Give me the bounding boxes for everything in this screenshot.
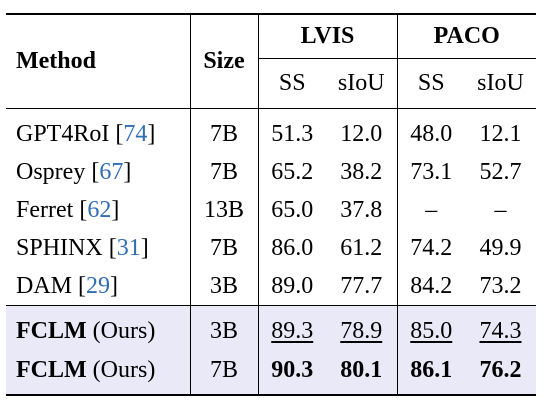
- value-cell: 51.3: [271, 120, 314, 147]
- results-table: Method Size LVIS PACO SS sIoU SS sIoU GPT4RoI …: [6, 13, 536, 396]
- citation: ]: [123, 158, 132, 185]
- method-name: Ferret: [16, 196, 74, 223]
- citation: [: [115, 120, 124, 147]
- value-cell: 89.3: [258, 306, 326, 352]
- citation: ]: [111, 196, 120, 223]
- header-column: sIoU: [326, 58, 398, 109]
- value-cell: 76.2: [465, 351, 536, 395]
- value-cell: 78.9: [326, 305, 398, 351]
- ours-row: FCLM (Ours) 3B 89.3 78.9 85.0 74.3: [6, 305, 536, 352]
- table-header: Method Size LVIS PACO SS sIoU SS sIoU: [6, 13, 536, 109]
- value: 74.3: [479, 318, 522, 344]
- citation: 29: [86, 272, 111, 299]
- method-name: DAM: [16, 272, 73, 299]
- citation: ]: [147, 120, 156, 147]
- ours-rows: FCLM (Ours) 3B 89.3 78.9 85.0 74.3 FCLM (Ours)…: [6, 305, 536, 395]
- value-cell: 86.1: [397, 351, 465, 395]
- method-cell: SPHINX [31]: [6, 229, 191, 267]
- citation: 74: [123, 120, 148, 147]
- method-cell: FCLM (Ours): [6, 351, 191, 395]
- method-cell: Osprey [67]: [6, 153, 191, 191]
- value-cell: 12.0: [326, 108, 398, 153]
- citation: 67: [99, 158, 124, 185]
- header-size: Size: [190, 13, 259, 109]
- size-cell: 7B: [190, 351, 259, 395]
- header-column: SS: [397, 58, 465, 109]
- value-cell: 84.2: [410, 272, 453, 299]
- citation: ]: [140, 234, 149, 261]
- header-column: SS: [258, 58, 326, 109]
- table-row: Ferret [62] 13B 65.0 37.8– –: [6, 191, 536, 229]
- value-cell: 12.1: [479, 120, 522, 147]
- baseline-rows: GPT4RoI [74] 7B 51.3 12.0 48.0 12.1 Osprey [67…: [6, 108, 536, 306]
- size-cell: 7B: [190, 229, 259, 267]
- value-cell: 77.7: [326, 267, 398, 306]
- method-cell: FCLM (Ours): [6, 305, 191, 351]
- size-cell: 7B: [190, 108, 259, 153]
- table-row: SPHINX [31] 7B 86.0 61.2 74.2 49.9: [6, 229, 536, 267]
- value-cell: 74.2: [410, 234, 453, 261]
- value-cell: 52.7: [479, 158, 522, 185]
- citation: [: [108, 234, 117, 261]
- value-cell: 89.0: [271, 272, 314, 299]
- value-cell: 73.1: [410, 158, 453, 185]
- value: 76.2: [479, 357, 522, 383]
- citation: [: [79, 196, 88, 223]
- citation: ]: [110, 272, 119, 299]
- citation: [: [78, 272, 87, 299]
- value-cell: 61.2: [326, 229, 398, 267]
- size-cell: 13B: [190, 191, 259, 229]
- value: 86.1: [410, 357, 453, 383]
- citation: 62: [87, 196, 112, 223]
- citation: [: [91, 158, 100, 185]
- value-cell: 90.3: [258, 351, 326, 395]
- header-method: Method: [6, 13, 191, 109]
- value-cell: 80.1: [326, 351, 398, 395]
- citation: 31: [116, 234, 141, 261]
- value-cell: 73.2: [479, 272, 522, 299]
- value-cell: 37.8: [326, 191, 398, 229]
- method-name: FCLM: [16, 318, 87, 344]
- size-cell: 3B: [190, 305, 259, 351]
- table-row: Osprey [67] 7B 65.2 38.2 73.1 52.7: [6, 153, 536, 191]
- value-cell: 49.9: [479, 234, 522, 261]
- method-name: Osprey: [16, 158, 86, 185]
- method-cell: GPT4RoI [74]: [6, 108, 191, 153]
- value-cell: –: [425, 196, 438, 223]
- size-cell: 7B: [190, 153, 259, 191]
- table-row: DAM [29] 3B 89.0 77.7 84.2 73.2: [6, 267, 536, 306]
- value: 90.3: [271, 357, 314, 383]
- value: 89.3: [271, 318, 314, 344]
- header-group: PACO: [397, 13, 536, 59]
- value-cell: 86.0: [271, 234, 314, 261]
- method-cell: DAM [29]: [6, 267, 191, 306]
- value-cell: 65.2: [271, 158, 314, 185]
- value: 78.9: [340, 318, 383, 344]
- value-cell: 74.3: [465, 306, 536, 352]
- method-cell: Ferret [62]: [6, 191, 191, 229]
- header-group: LVIS: [258, 13, 398, 59]
- value-cell: 48.0: [410, 120, 453, 147]
- method-suffix: (Ours): [92, 318, 156, 344]
- header-column: sIoU: [465, 58, 536, 109]
- value-cell: –: [494, 196, 507, 223]
- value-cell: 65.0: [271, 196, 314, 223]
- table-row: GPT4RoI [74] 7B 51.3 12.0 48.0 12.1: [6, 108, 536, 153]
- ours-row: FCLM (Ours) 7B 90.3 80.1 86.1 76.2: [6, 351, 536, 395]
- method-name: SPHINX: [16, 234, 103, 261]
- method-name: GPT4RoI: [16, 120, 110, 147]
- value: 85.0: [410, 318, 453, 344]
- value-cell: 38.2: [326, 153, 398, 191]
- method-name: FCLM: [16, 357, 87, 383]
- size-cell: 3B: [190, 267, 259, 306]
- method-suffix: (Ours): [92, 357, 156, 383]
- value-cell: 85.0: [397, 306, 465, 352]
- value: 80.1: [340, 357, 383, 383]
